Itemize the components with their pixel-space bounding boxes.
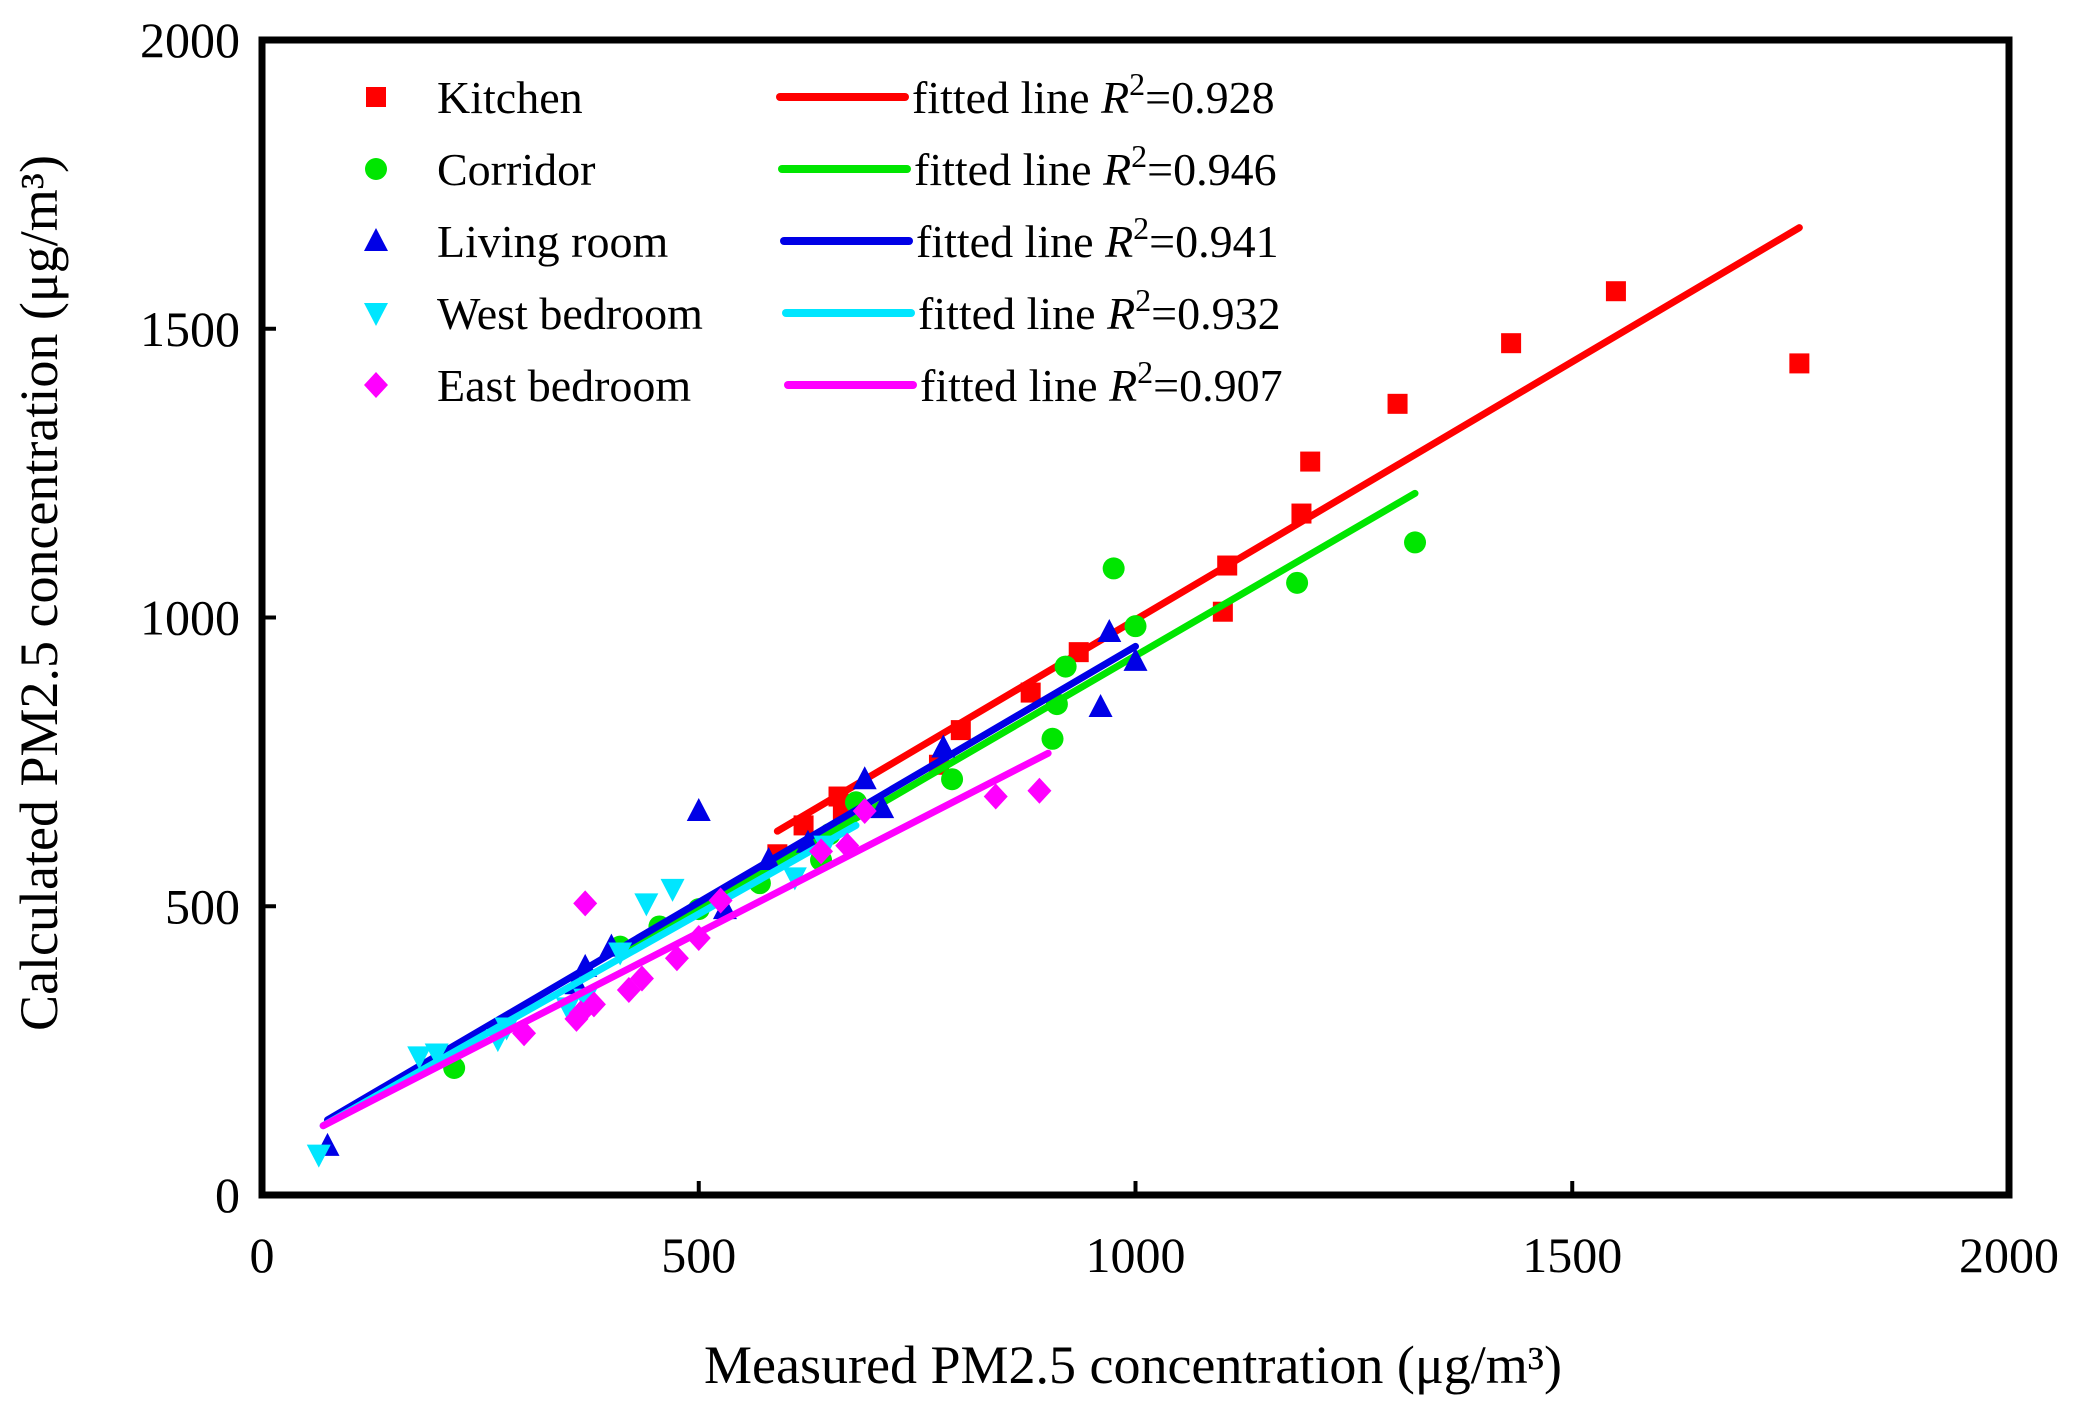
kitchen-point — [1300, 452, 1320, 472]
legend-item-west-bedroom: West bedroom fitted line R2=0.932 — [364, 282, 1281, 339]
x-axis-title: Measured PM2.5 concentration (μg/m³) — [704, 1335, 1562, 1395]
corridor-point — [1125, 615, 1147, 637]
corridor-point — [1404, 531, 1426, 553]
chart: 0 500 1000 1500 2000 0 500 1000 1500 2000 Measur… — [0, 0, 2086, 1414]
kitchen-point — [1789, 353, 1809, 373]
x-tick-label: 2000 — [1959, 1227, 2059, 1283]
legend: Kitchen fitted line R2=0.928 Corridor fitte… — [364, 66, 1283, 411]
corridor-fitted-line — [620, 493, 1415, 955]
kitchen-point — [1606, 281, 1626, 301]
west-bedroom-fitted-line — [323, 825, 856, 1125]
legend-fit-label-kitchen: fitted line R2=0.928 — [912, 66, 1275, 123]
y-tick-label: 1000 — [140, 590, 240, 646]
legend-label-kitchen: Kitchen — [437, 72, 583, 123]
kitchen-point — [1291, 504, 1311, 524]
kitchen-point — [1501, 333, 1521, 353]
west-bedroom-point — [661, 879, 685, 902]
y-tick-label: 0 — [215, 1167, 240, 1223]
kitchen-point — [794, 815, 814, 835]
legend-item-kitchen: Kitchen fitted line R2=0.928 — [366, 66, 1275, 123]
living-room-point — [1089, 694, 1113, 717]
legend-fit-label-west-bedroom: fitted line R2=0.932 — [918, 282, 1281, 339]
legend-label-corridor: Corridor — [437, 144, 595, 195]
legend-label-living-room: Living room — [437, 216, 668, 267]
legend-marker-corridor — [365, 158, 387, 180]
legend-marker-kitchen — [366, 87, 386, 107]
corridor-point — [1103, 557, 1125, 579]
corridor-point — [1055, 656, 1077, 678]
legend-marker-west-bedroom — [364, 303, 388, 326]
legend-marker-east-bedroom — [364, 372, 388, 398]
east-bedroom-fitted-line — [323, 753, 1048, 1125]
kitchen-point — [1021, 683, 1041, 703]
y-axis-ticks: 0 500 1000 1500 2000 — [140, 12, 276, 1223]
y-axis-title: Calculated PM2.5 concentration (μg/m³) — [9, 155, 69, 1031]
y-tick-label: 500 — [165, 878, 240, 934]
west-bedroom-point — [634, 893, 658, 916]
x-tick-label: 1500 — [1522, 1227, 1622, 1283]
legend-item-corridor: Corridor fitted line R2=0.946 — [365, 138, 1277, 195]
legend-fit-label-east-bedroom: fitted line R2=0.907 — [920, 354, 1283, 411]
x-tick-label: 500 — [661, 1227, 736, 1283]
x-tick-label: 1000 — [1086, 1227, 1186, 1283]
corridor-point — [1042, 728, 1064, 750]
x-tick-label: 0 — [250, 1227, 275, 1283]
kitchen-point — [1388, 394, 1408, 414]
corridor-point — [1286, 572, 1308, 594]
legend-marker-living-room — [364, 228, 388, 251]
kitchen-point — [1217, 556, 1237, 576]
legend-fit-label-living-room: fitted line R2=0.941 — [916, 210, 1279, 267]
living-room-fitted-line — [328, 646, 1136, 1120]
y-tick-label: 1500 — [140, 301, 240, 357]
east-bedroom-point — [573, 890, 597, 916]
y-tick-label: 2000 — [140, 12, 240, 68]
corridor-point — [941, 768, 963, 790]
legend-item-living-room: Living room fitted line R2=0.941 — [364, 210, 1279, 267]
kitchen-point — [951, 720, 971, 740]
legend-label-east-bedroom: East bedroom — [437, 360, 691, 411]
legend-item-east-bedroom: East bedroom fitted line R2=0.907 — [364, 354, 1283, 411]
west-bedroom-point — [307, 1145, 331, 1168]
legend-label-west-bedroom: West bedroom — [437, 288, 703, 339]
legend-fit-label-corridor: fitted line R2=0.946 — [914, 138, 1277, 195]
living-room-point — [687, 798, 711, 821]
east-bedroom-point — [1027, 778, 1051, 804]
series-east-bedroom — [323, 753, 1051, 1125]
